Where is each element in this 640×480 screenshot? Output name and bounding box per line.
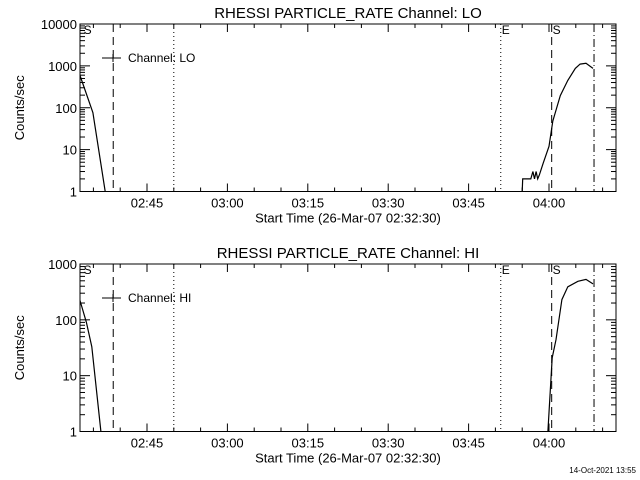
x-tick-label: 04:00 — [533, 196, 566, 211]
legend-label: Channel: HI — [128, 291, 191, 305]
marker-label: S — [553, 23, 561, 37]
marker-label: E — [502, 23, 510, 37]
marker-label: S — [84, 263, 92, 277]
panel-lo-channel: RHESSI PARTICLE_RATE Channel: LO 02:45 03:… — [12, 5, 617, 226]
x-tick-label: 03:30 — [372, 436, 405, 451]
footer-timestamp: 14-Oct-2021 13:55 — [569, 466, 636, 475]
marker-label: S — [553, 263, 561, 277]
y-tick-label: 10 — [63, 369, 77, 384]
y-tick-label: 1000 — [48, 59, 77, 74]
chart-title: RHESSI PARTICLE_RATE Channel: HI — [217, 245, 480, 262]
x-tick-label: 03:45 — [452, 196, 485, 211]
panel-hi-channel: RHESSI PARTICLE_RATE Channel: HI 02:45 03:… — [12, 245, 617, 466]
y-tick-label: 10000 — [41, 17, 77, 32]
y-tick-label: 100 — [55, 313, 77, 328]
y-axis-label: Counts/sec — [12, 75, 27, 141]
plot-frame — [79, 263, 617, 432]
series-line-0 — [79, 300, 102, 432]
y-tick-label: 100 — [55, 101, 77, 116]
y-tick-label: 1 — [70, 185, 77, 200]
y-tick-label: 1 — [70, 425, 77, 440]
x-tick-label: 04:00 — [533, 436, 566, 451]
y-axis-label: Counts/sec — [12, 315, 27, 381]
y-tick-label: 10 — [63, 143, 77, 158]
chart-title: RHESSI PARTICLE_RATE Channel: LO — [214, 5, 482, 22]
marker-label: E — [502, 263, 510, 277]
series-line-1 — [547, 278, 594, 432]
series-line-1 — [521, 62, 594, 192]
x-tick-label: 03:00 — [211, 196, 244, 211]
plot-frame — [79, 23, 617, 192]
x-axis-label: Start Time (26-Mar-07 02:32:30) — [255, 451, 441, 466]
y-tick-label: 1000 — [48, 257, 77, 272]
x-tick-label: 03:15 — [292, 196, 325, 211]
series-line-0 — [79, 75, 106, 192]
x-axis-label: Start Time (26-Mar-07 02:32:30) — [255, 211, 441, 226]
x-tick-label: 03:45 — [452, 436, 485, 451]
x-tick-label: 03:00 — [211, 436, 244, 451]
x-tick-label: 03:15 — [292, 436, 325, 451]
legend-label: Channel: LO — [128, 51, 195, 65]
x-tick-label: 02:45 — [131, 436, 164, 451]
x-tick-label: 02:45 — [131, 196, 164, 211]
x-tick-label: 03:30 — [372, 196, 405, 211]
marker-label: S — [84, 23, 92, 37]
